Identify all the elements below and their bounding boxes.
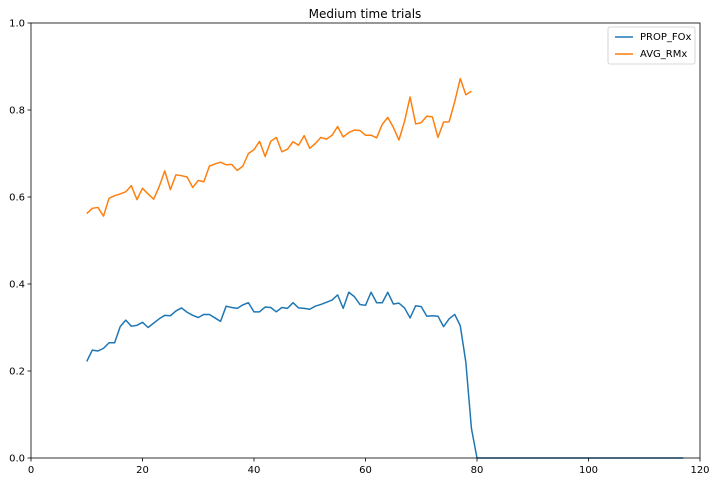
x-tick-label: 0 xyxy=(28,465,34,476)
x-tick-label: 60 xyxy=(359,465,372,476)
axes: 0 20 40 60 80 100 120 0.0 0.2 0.4 0.6 0.8 1.0 xyxy=(9,19,709,477)
x-tick-label: 80 xyxy=(471,465,484,476)
y-tick-label: 0.8 xyxy=(9,106,25,117)
y-tick-label: 0.2 xyxy=(9,367,25,378)
x-tick-label: 100 xyxy=(579,465,598,476)
x-tick-label: 120 xyxy=(690,465,709,476)
x-tick-label: 20 xyxy=(136,465,149,476)
plot-area xyxy=(86,77,684,459)
y-tick-label: 1.0 xyxy=(9,19,25,30)
chart-title: Medium time trials xyxy=(309,7,422,21)
legend-label-avg-rmx: AVG_RMx xyxy=(640,49,687,60)
axes-frame xyxy=(30,22,701,459)
legend-label-prop-fox: PROP_FOx xyxy=(640,32,692,43)
x-tick-label: 40 xyxy=(248,465,261,476)
y-tick-label: 0.0 xyxy=(9,454,25,465)
series-line-prop-fox xyxy=(86,291,684,459)
series-line-avg-rmx xyxy=(86,77,472,217)
legend: PROP_FOx AVG_RMx xyxy=(607,26,696,65)
y-tick-label: 0.4 xyxy=(9,280,25,291)
y-tick-label: 0.6 xyxy=(9,193,25,204)
